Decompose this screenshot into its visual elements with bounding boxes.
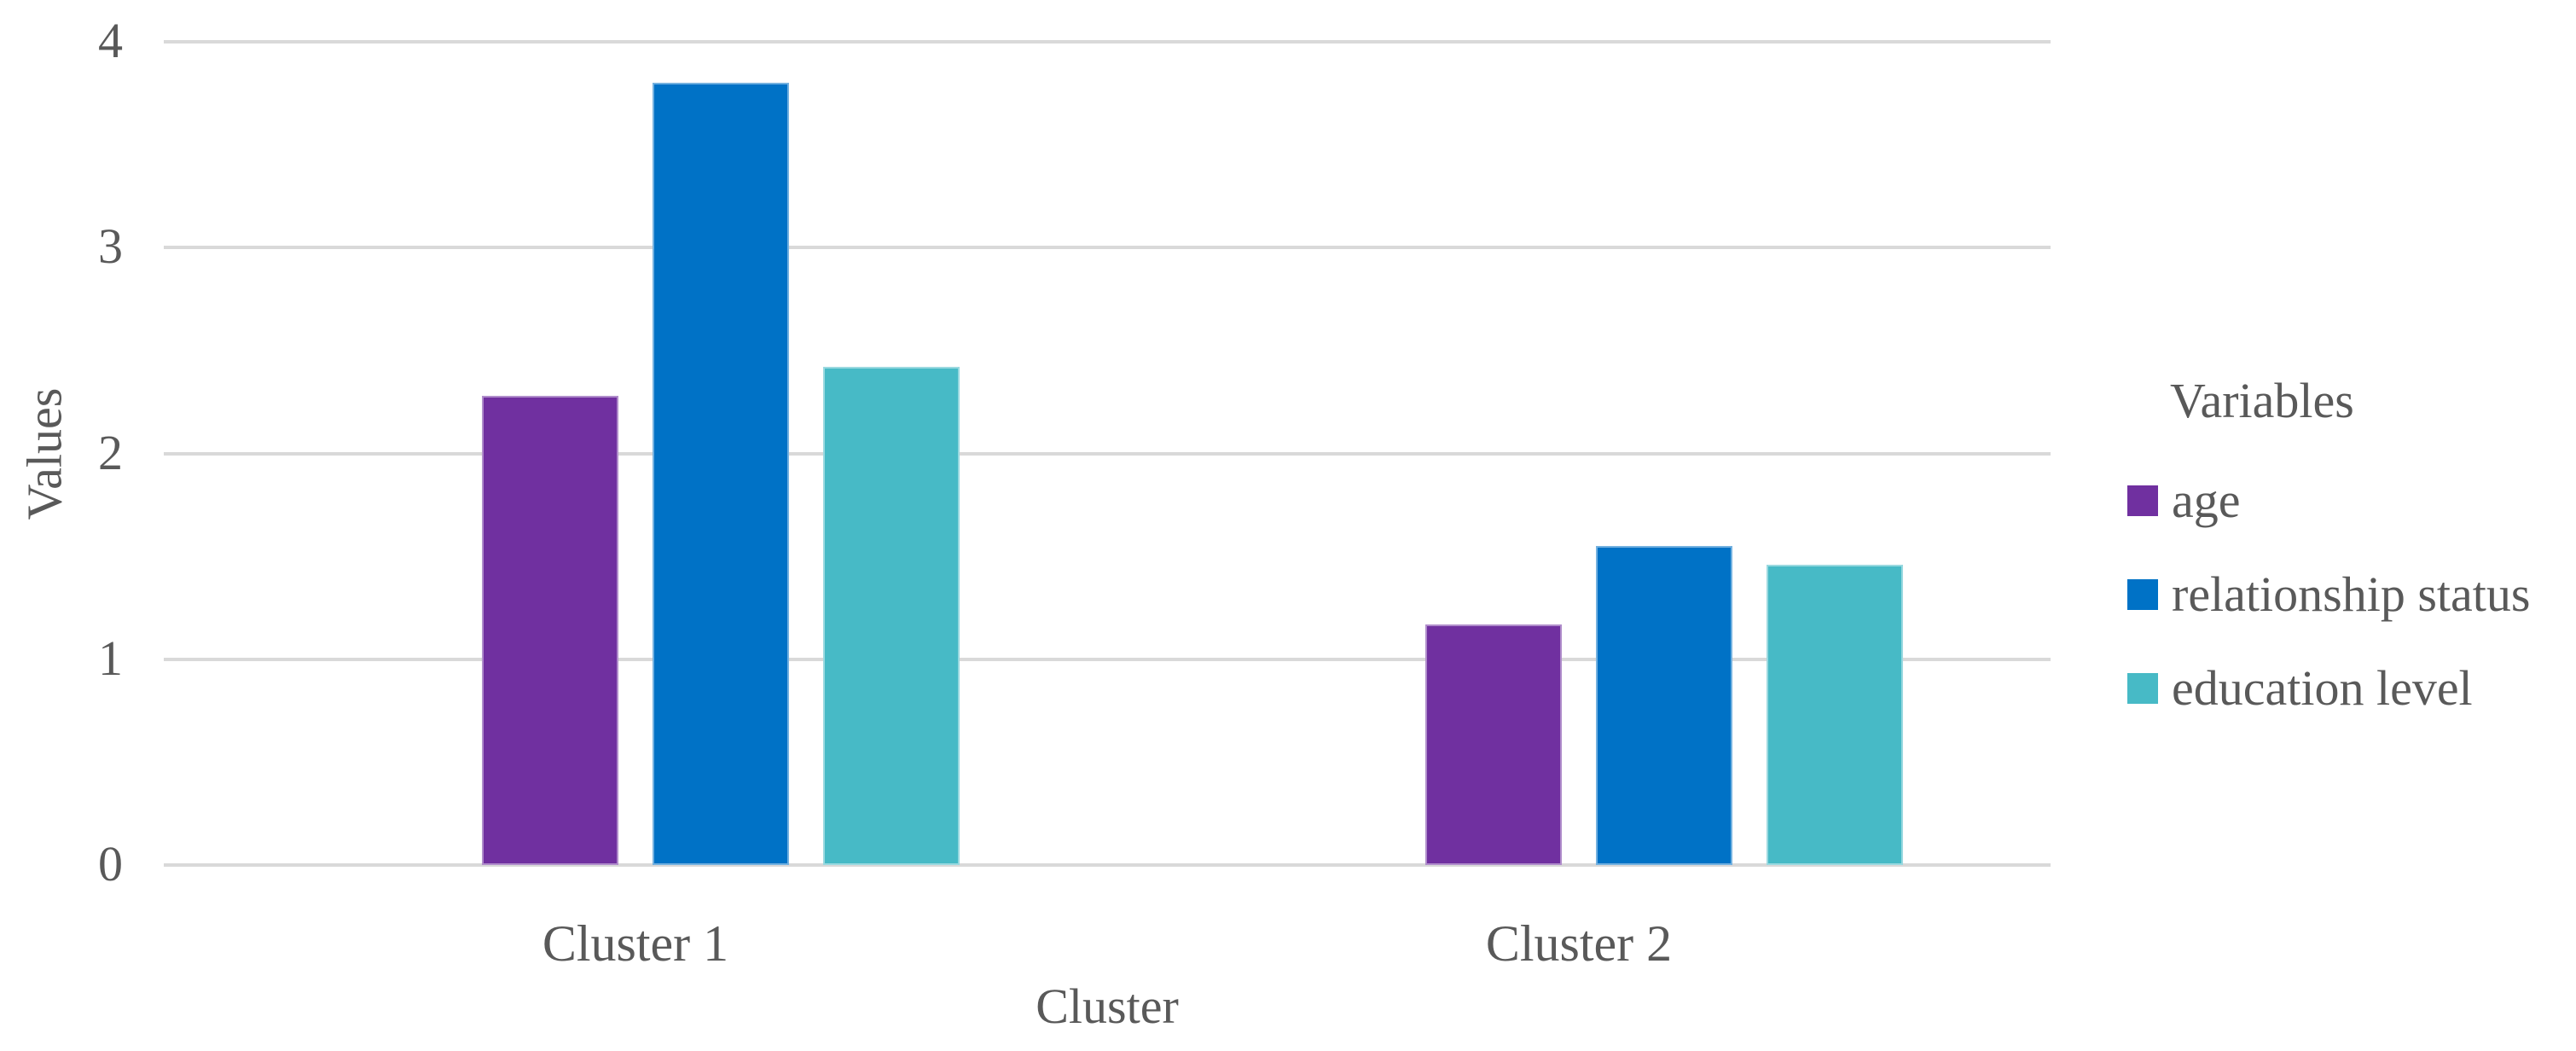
y-tick-label-1: 1 [98, 630, 123, 686]
legend-label-relationship-status: relationship status [2172, 566, 2531, 622]
legend-item-relationship-status: relationship status [2127, 566, 2530, 623]
x-category-label-cluster-2: Cluster 2 [1485, 915, 1673, 972]
legend-title: Variables [2170, 373, 2354, 428]
gridline-y-1 [164, 657, 2051, 661]
x-axis-title: Cluster [1036, 978, 1179, 1034]
gridline-y-2 [164, 451, 2051, 456]
gridline-y-0 [164, 863, 2051, 867]
legend-item-education-level: education level [2127, 660, 2530, 717]
y-tick-label-2: 2 [98, 424, 123, 480]
legend-swatch-age [2127, 485, 2158, 516]
bar-relationship-status-cluster-2 [1596, 546, 1732, 865]
legend-item-age: age [2127, 473, 2530, 529]
y-tick-label-3: 3 [98, 218, 123, 275]
bar-age-cluster-1 [482, 395, 618, 865]
gridline-y-4 [164, 40, 2051, 44]
legend-label-education-level: education level [2172, 660, 2473, 716]
legend-swatch-relationship-status [2127, 579, 2158, 610]
gridline-y-3 [164, 246, 2051, 250]
legend-swatch-education-level [2127, 673, 2158, 704]
legend-label-age: age [2172, 473, 2241, 528]
bar-age-cluster-2 [1425, 624, 1562, 865]
bar-education-level-cluster-1 [823, 367, 960, 865]
y-tick-label-0: 0 [98, 836, 123, 891]
bar-education-level-cluster-2 [1767, 564, 1903, 865]
legend: Variables age relationship status educatio… [2127, 370, 2530, 754]
x-category-label-cluster-1: Cluster 1 [542, 915, 729, 972]
legend-items: age relationship status education level [2127, 473, 2530, 754]
y-tick-label-4: 4 [98, 13, 123, 68]
bar-relationship-status-cluster-1 [653, 83, 789, 865]
